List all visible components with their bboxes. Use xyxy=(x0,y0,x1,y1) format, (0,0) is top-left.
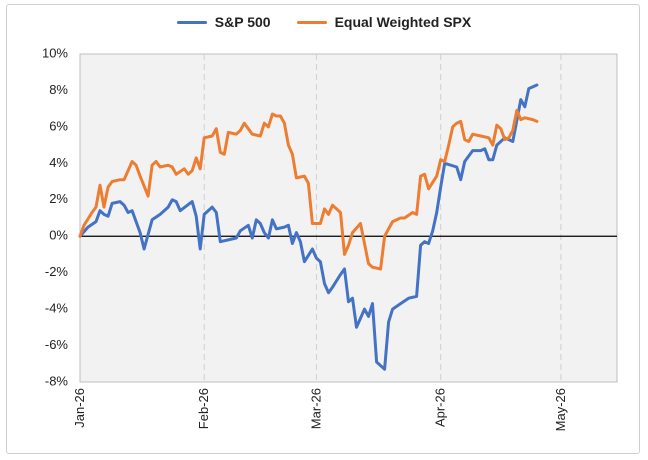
x-tick-label: Feb-26 xyxy=(196,388,211,429)
y-tick-label: -8% xyxy=(45,373,69,388)
legend-item-sp500: S&P 500 xyxy=(176,14,271,30)
legend-label-sp500: S&P 500 xyxy=(214,14,271,30)
y-tick-label: 0% xyxy=(49,228,68,243)
y-tick-label: 6% xyxy=(49,118,68,133)
y-tick-label: 8% xyxy=(49,82,68,97)
y-tick-label: -6% xyxy=(45,337,69,352)
x-tick-label: May-26 xyxy=(553,388,568,431)
series-line-equal-weighted xyxy=(78,109,539,271)
legend-swatch-equal-weighted xyxy=(296,20,327,24)
y-tick-label: 2% xyxy=(49,191,68,206)
plot-area xyxy=(79,53,618,383)
x-tick-label: Jan-26 xyxy=(72,388,87,428)
legend-label-equal-weighted: Equal Weighted SPX xyxy=(334,14,472,30)
y-tick-label: 4% xyxy=(49,155,68,170)
y-tick-label: 10% xyxy=(42,45,68,60)
y-tick-label: -2% xyxy=(45,264,69,279)
chart-legend: S&P 500 Equal Weighted SPX xyxy=(0,14,648,30)
legend-swatch-sp500 xyxy=(176,20,207,24)
x-tick-label: Mar-26 xyxy=(308,388,323,429)
series-line-sp500 xyxy=(78,83,539,371)
x-tick-label: Apr-26 xyxy=(433,388,448,427)
y-tick-label: -4% xyxy=(45,301,69,316)
legend-item-equal-weighted: Equal Weighted SPX xyxy=(296,14,472,30)
